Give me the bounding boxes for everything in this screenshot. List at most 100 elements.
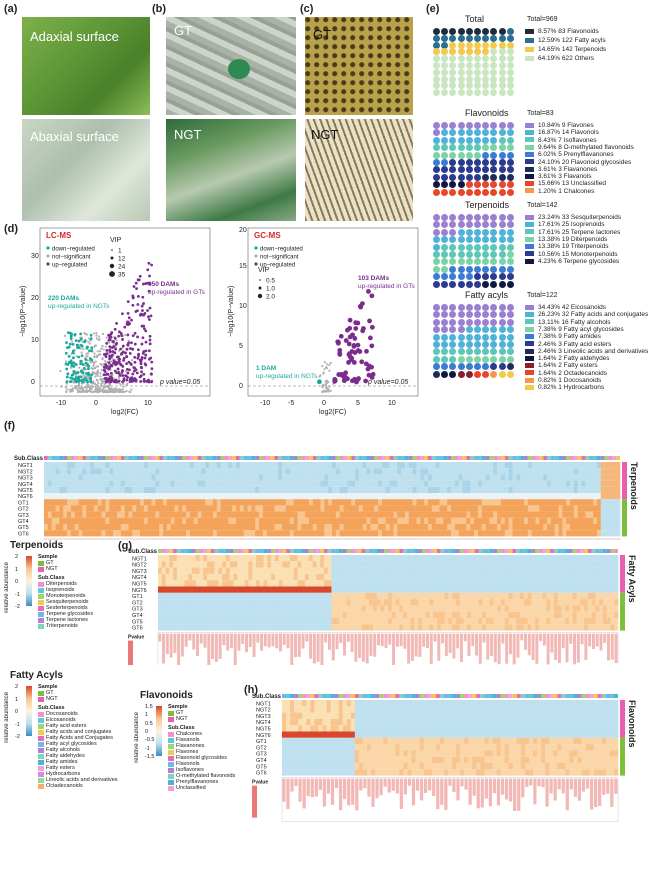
heatmap-cell (486, 505, 490, 511)
waffle-dot (466, 122, 473, 129)
waffle-dot (441, 35, 448, 42)
waffle-dot (507, 229, 514, 236)
heatmap-cell (313, 568, 317, 574)
heatmap-cell (535, 587, 539, 593)
heatmap-cell (528, 474, 532, 480)
heatmap-cell (274, 462, 278, 468)
legend-dot (254, 262, 257, 265)
heatmap-cell (543, 481, 547, 487)
heatmap-cell (524, 587, 528, 593)
heatmap-cell (125, 474, 129, 480)
heatmap-cell (396, 599, 400, 605)
heatmap-cell (471, 561, 475, 567)
heatmap-cell (320, 587, 324, 593)
heatmap-cell (309, 518, 313, 524)
heatmap-cell (373, 555, 377, 561)
heatmap-cell (418, 555, 422, 561)
waffle-dot (458, 152, 465, 159)
point-down (90, 346, 93, 349)
subclass-cell (228, 456, 232, 460)
heatmap-cell (228, 468, 232, 474)
subclass-cell (561, 549, 565, 553)
heatmap-cell (547, 462, 551, 468)
heatmap-cell (175, 524, 179, 530)
waffle-dot (507, 166, 514, 173)
waffle-dot (458, 236, 465, 243)
heatmap-cell (213, 474, 217, 480)
heatmap-cell (482, 512, 486, 518)
heatmap-cell (436, 487, 440, 493)
heatmap-cell (386, 505, 390, 511)
heatmap-cell (209, 462, 213, 468)
heatmap-cell (550, 555, 554, 561)
heatmap-cell (547, 505, 551, 511)
legend-swatch (525, 229, 534, 234)
heatmap-cell (260, 561, 264, 567)
heatmap-cell (186, 474, 190, 480)
point-ns (96, 337, 98, 339)
heatmap-cell (562, 468, 566, 474)
heatmap-cell (516, 561, 520, 567)
heatmap-cell (148, 487, 152, 493)
subclass-cell (399, 549, 403, 553)
heatmap-cell (397, 493, 401, 499)
heatmap-cell (378, 512, 382, 518)
heatmap-cell (205, 474, 209, 480)
heatmap-cell (467, 580, 471, 586)
heatmap-cell (351, 493, 355, 499)
subclass-cell (224, 456, 228, 460)
point-up (121, 338, 124, 341)
heatmap-cell (71, 462, 75, 468)
heatmap-cell (489, 474, 493, 480)
heatmap-cell (263, 512, 267, 518)
heatmap-cell (363, 468, 367, 474)
heatmap-cell (493, 524, 497, 530)
heatmap-cell (539, 593, 543, 599)
heatmap-cell (482, 493, 486, 499)
heatmap-cell (286, 587, 290, 593)
heatmap-cell (159, 481, 163, 487)
heatmap-cell (75, 468, 79, 474)
heatmap-cell (351, 487, 355, 493)
heatmap-cell (63, 499, 67, 505)
heatmap-cell (494, 561, 498, 567)
heatmap-cell (324, 474, 328, 480)
heatmap-cell (516, 524, 520, 530)
legend-text: 0.82% 1 Docosanoids (538, 377, 601, 384)
heatmap-cell (194, 474, 198, 480)
waffle-dot (499, 166, 506, 173)
waffle-dot (441, 122, 448, 129)
heatmap-cell (340, 505, 344, 511)
heatmap-cell (382, 505, 386, 511)
point-up (150, 264, 153, 267)
heatmap-cell (516, 462, 520, 468)
subclass-cell (362, 549, 366, 553)
heatmap-cell (407, 599, 411, 605)
heatmap-cell (424, 512, 428, 518)
heatmap-cell (278, 468, 282, 474)
heatmap-cell (426, 599, 430, 605)
heatmap-cell (459, 462, 463, 468)
heatmap-cell (240, 499, 244, 505)
heatmap-cell (373, 593, 377, 599)
heatmap-cell (159, 524, 163, 530)
heatmap-cell (324, 599, 328, 605)
heatmap-cell (459, 481, 463, 487)
heatmap-cell (486, 474, 490, 480)
heatmap-cell (102, 499, 106, 505)
heatmap-cell (198, 462, 202, 468)
heatmap-cell (256, 618, 260, 624)
point-up (149, 339, 152, 342)
heatmap-cell (378, 524, 382, 530)
heatmap-cell (90, 518, 94, 524)
point-up (348, 354, 353, 359)
heatmap-cell (309, 474, 313, 480)
waffle-dot (499, 35, 506, 42)
heatmap-cell (350, 587, 354, 593)
heatmap-cell (578, 518, 582, 524)
heatmap-cell (324, 468, 328, 474)
heatmap-cell (561, 555, 565, 561)
heatmap-cell (455, 474, 459, 480)
heatmap-cell (274, 524, 278, 530)
heatmap-cell (117, 462, 121, 468)
